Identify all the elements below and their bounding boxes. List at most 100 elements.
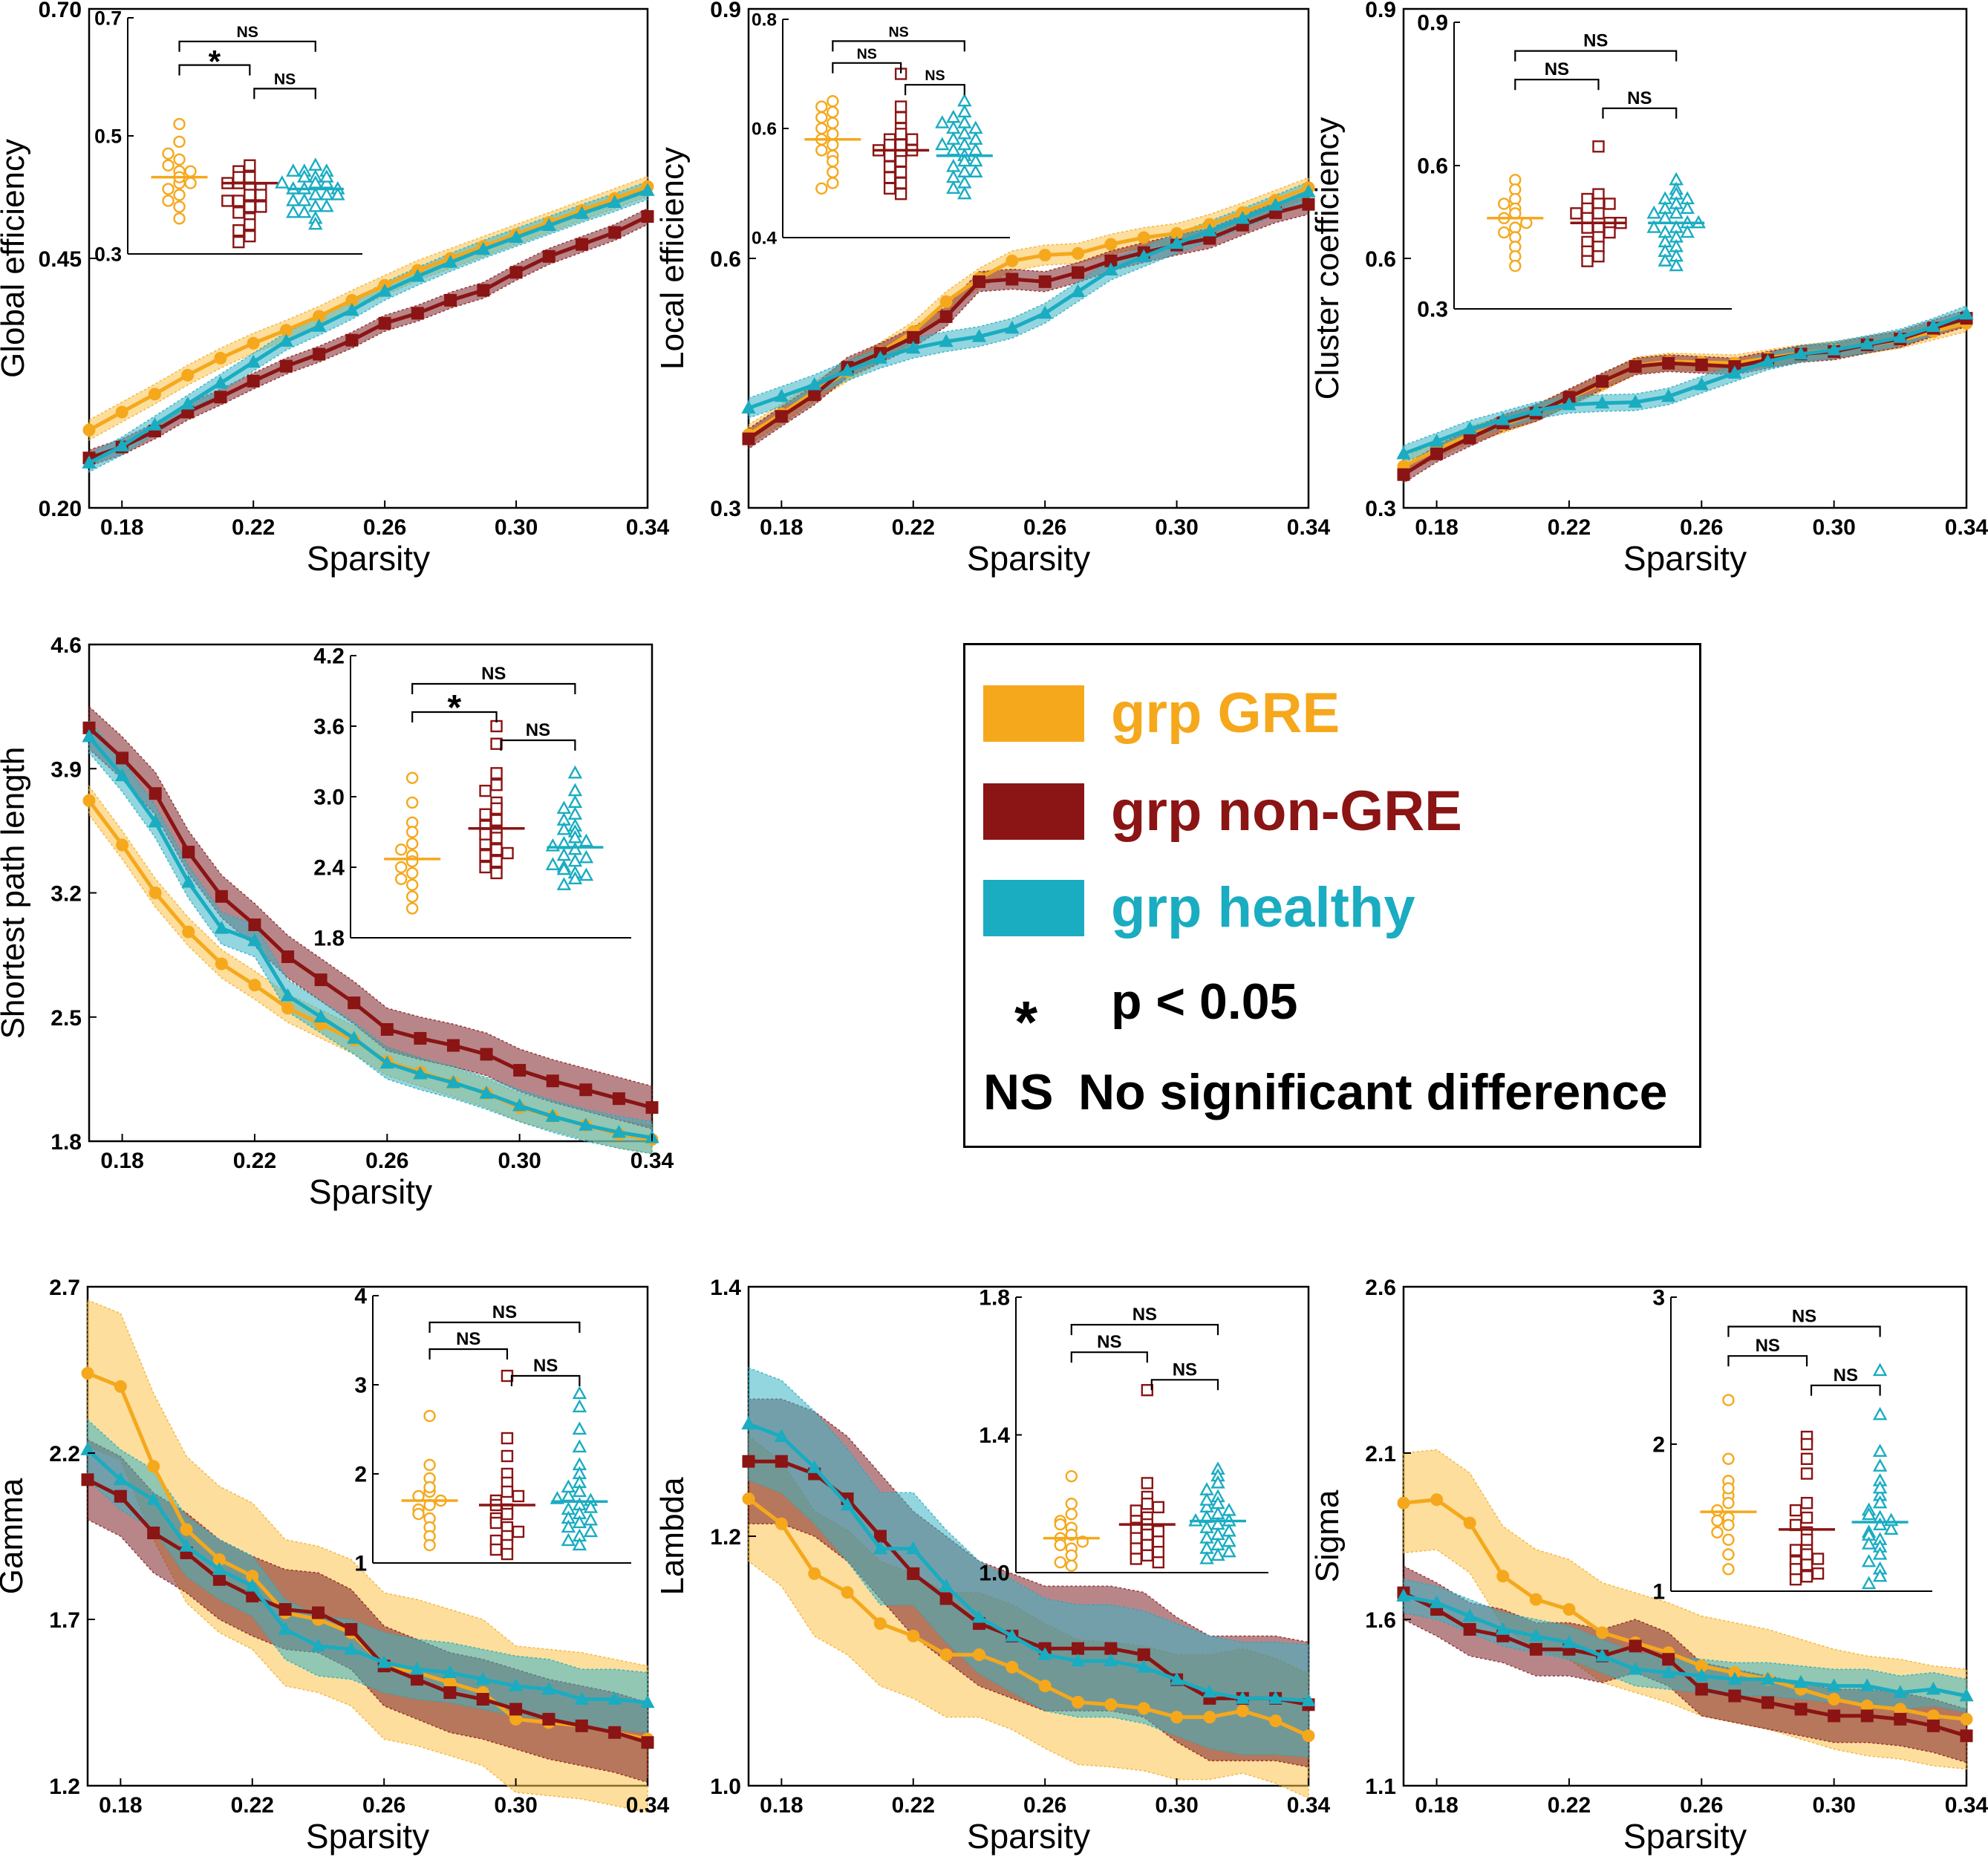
inset-point-healthy	[319, 198, 334, 212]
inset-y-tick-label: 0.6	[1417, 154, 1448, 179]
inset-point-healthy	[319, 169, 334, 183]
inset-point-gre	[1722, 1548, 1735, 1561]
inset-point-healthy	[579, 849, 594, 864]
inset-point-nongre	[489, 1543, 503, 1556]
inset-point-gre	[1722, 1563, 1735, 1576]
inset-point-gre	[1498, 226, 1510, 239]
data-point-healthy	[939, 333, 954, 347]
data-point-healthy	[278, 1622, 293, 1635]
data-point-healthy	[741, 400, 756, 414]
inset-point-healthy	[572, 1421, 587, 1435]
inset-point-gre	[1711, 1504, 1724, 1517]
legend-label-gre: grp GRE	[1111, 682, 1340, 745]
inset-point-gre	[162, 159, 175, 172]
inset-point-healthy	[1872, 1517, 1888, 1531]
inset-point-healthy	[308, 216, 323, 230]
data-point-healthy	[1136, 1659, 1151, 1673]
significance-bracket	[1602, 107, 1678, 119]
data-point-healthy	[1528, 1628, 1543, 1642]
data-point-nongre	[414, 1031, 427, 1045]
data-point-healthy	[413, 1065, 428, 1080]
data-point-healthy	[1104, 1653, 1118, 1667]
data-point-healthy	[1860, 336, 1874, 350]
inset-point-gre	[815, 122, 828, 135]
inset-y-tick-label: 0.4	[752, 229, 777, 249]
x-tick-label: 0.30	[1812, 515, 1855, 540]
inset-y-tick-label: 0.9	[1417, 11, 1448, 36]
y-tick-label: 0.9	[710, 0, 741, 22]
data-point-healthy	[1628, 394, 1643, 408]
inset-plot: 0.4 0.6 0.8 NS NS NS	[752, 10, 1010, 249]
data-point-nongre	[1006, 272, 1019, 286]
y-tick-label: 2.1	[1365, 1442, 1396, 1466]
data-point-healthy	[1959, 306, 1974, 320]
axes: 0.18 0.22 0.26 0.30 0.34 1.1 1.6 2.1 2.6 Sparsity…	[1309, 1276, 1988, 1856]
inset-point-nongre	[490, 814, 503, 826]
inset-point-healthy	[1861, 1507, 1877, 1521]
significance-ns: NS	[492, 1302, 517, 1322]
inset-point-nongre	[1800, 1570, 1813, 1583]
data-point-healthy	[1793, 1674, 1808, 1688]
data-point-healthy	[246, 354, 261, 368]
data-point-gre	[116, 838, 129, 852]
inset-point-gre	[405, 902, 419, 915]
y-tick-label: 4.6	[50, 633, 82, 658]
significance-ns: NS	[1545, 59, 1569, 79]
inset-point-gre	[1722, 1452, 1735, 1466]
data-point-healthy	[512, 1097, 527, 1112]
data-point-healthy	[1037, 1647, 1052, 1660]
inset-point-nongre	[1130, 1542, 1143, 1555]
y-tick-label: 0.3	[710, 497, 741, 521]
data-point-gre	[1828, 1693, 1841, 1706]
significance-star: *	[448, 688, 462, 728]
inset-point-gre	[1054, 1518, 1067, 1531]
data-point-healthy	[1594, 1648, 1610, 1662]
legend-star-label: p < 0.05	[1111, 973, 1298, 1030]
data-point-healthy	[807, 377, 822, 391]
chart-panel-6: 0.18 0.22 0.26 0.30 0.34 1.0 1.2 1.4 Sparsity Lam…	[654, 1276, 1331, 1856]
data-point-nongre	[1629, 360, 1642, 373]
inset-point-nongre	[1130, 1532, 1143, 1544]
inset-y-tick-label: 3	[354, 1374, 367, 1398]
inset-point-healthy	[572, 1515, 587, 1529]
data-point-healthy	[475, 1671, 490, 1685]
data-point-nongre	[575, 1719, 588, 1732]
data-point-nongre	[645, 1101, 659, 1114]
inset-point-gre	[405, 890, 419, 903]
inset-point-healthy	[1680, 200, 1695, 215]
data-point-nongre	[775, 1455, 788, 1468]
data-point-healthy	[607, 1691, 622, 1705]
inset-point-gre	[423, 1458, 436, 1472]
series-line-healthy	[1403, 312, 1967, 456]
inset-point-gre	[827, 95, 839, 108]
inset-point-healthy	[561, 1519, 576, 1533]
significance-ns: NS	[533, 1356, 558, 1376]
data-point-healthy	[840, 1497, 855, 1511]
data-point-healthy	[247, 933, 262, 947]
x-axis-label: Sparsity	[309, 1172, 432, 1211]
data-point-healthy	[1235, 211, 1250, 224]
y-tick-label: 0.9	[1365, 0, 1396, 22]
y-tick-label: 1.1	[1365, 1775, 1396, 1799]
inset-point-nongre	[490, 778, 503, 792]
data-point-healthy	[443, 255, 458, 268]
significance-ns: NS	[1792, 1307, 1816, 1327]
inset-point-gre	[827, 177, 839, 189]
inset-point-healthy	[572, 1537, 587, 1551]
inset-point-nongre	[894, 128, 907, 140]
inset-y-tick-label: 4	[354, 1285, 367, 1309]
inset-point-healthy	[968, 164, 983, 177]
inset-point-healthy	[957, 186, 972, 200]
data-point-healthy	[840, 362, 855, 376]
x-axis-label: Sparsity	[967, 539, 1090, 578]
data-point-healthy	[181, 874, 196, 888]
inset-point-nongre	[232, 235, 245, 249]
series-line-healthy	[86, 1448, 648, 1705]
chart-panel-2: 0.18 0.22 0.26 0.30 0.34 0.3 0.6 0.9 Sparsity Loc…	[654, 0, 1331, 578]
data-point-gre	[1203, 1711, 1216, 1724]
band-healthy	[748, 1367, 1309, 1758]
data-point-nongre	[1695, 1683, 1708, 1696]
inset-point-nongre	[244, 218, 256, 231]
inset-point-healthy	[1669, 205, 1684, 219]
band-healthy	[748, 180, 1309, 420]
